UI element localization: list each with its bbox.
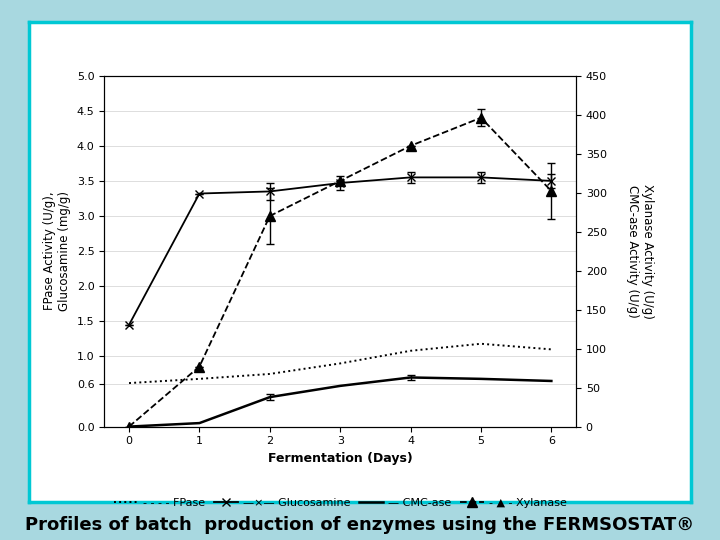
Y-axis label: Xylanase Activity (U/g)
CMC-ase Activity (U/g): Xylanase Activity (U/g) CMC-ase Activity… xyxy=(626,184,654,319)
Y-axis label: FPase Activity (U/g),
Glucosamine (mg/g): FPase Activity (U/g), Glucosamine (mg/g) xyxy=(43,191,71,311)
Legend: - - - - FPase, —×— Glucosamine, — CMC-ase, - ▲ - Xylanase: - - - - FPase, —×— Glucosamine, — CMC-as… xyxy=(109,494,571,512)
X-axis label: Fermentation (Days): Fermentation (Days) xyxy=(268,452,413,465)
Text: Profiles of batch  production of enzymes using the FERMSOSTAT®: Profiles of batch production of enzymes … xyxy=(25,516,695,534)
